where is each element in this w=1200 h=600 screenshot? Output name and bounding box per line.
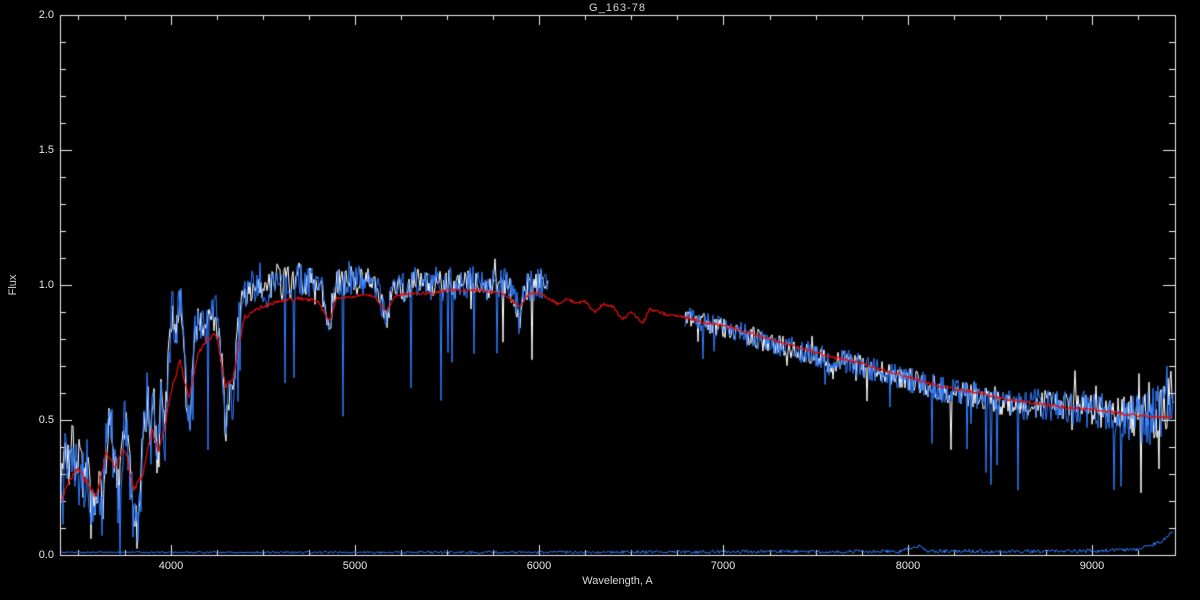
y-tick-label: 0.5: [38, 414, 54, 426]
x-tick-label: 5000: [342, 560, 368, 572]
x-tick-label: 7000: [710, 560, 736, 572]
plot-title: G_163-78: [589, 2, 646, 14]
x-tick-label: 6000: [526, 560, 552, 572]
y-tick-label: 0.0: [38, 549, 54, 561]
x-tick-label: 4000: [158, 560, 184, 572]
x-tick-label: 9000: [1079, 560, 1105, 572]
y-tick-label: 2.0: [38, 9, 54, 21]
x-axis-label: Wavelength, A: [582, 575, 653, 587]
y-tick-label: 1.5: [38, 144, 54, 156]
x-tick-label: 8000: [895, 560, 921, 572]
y-tick-label: 1.0: [38, 279, 54, 291]
y-axis-label: Flux: [7, 274, 19, 296]
